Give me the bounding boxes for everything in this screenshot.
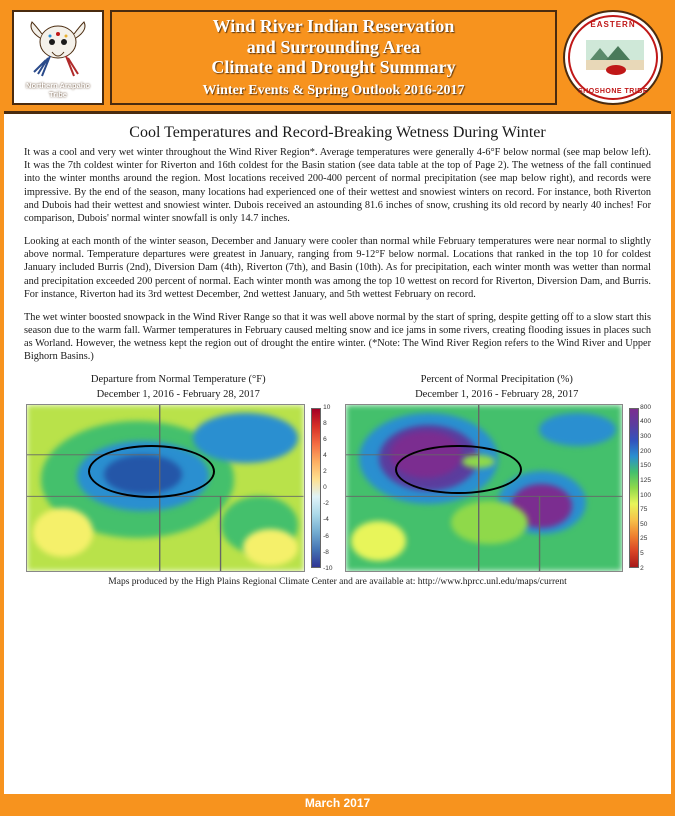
right-logo-bottom: SHOSHONE TRIBE (565, 88, 661, 95)
subtitle-line: Winter Events & Spring Outlook 2016-2017 (202, 83, 464, 99)
temp-map-area: 1086420-2-4-6-8-10 (26, 404, 331, 572)
paragraph-2: Looking at each month of the winter seas… (24, 235, 651, 301)
precip-map-title-2: December 1, 2016 - February 28, 2017 (345, 389, 650, 401)
precip-legend: 80040030020015012510075502552 (627, 404, 649, 572)
paragraph-3: The wet winter boosted snowpack in the W… (24, 311, 651, 364)
precip-legend-labels: 80040030020015012510075502552 (640, 404, 651, 572)
header-title-block: Wind River Indian Reservation and Surrou… (110, 10, 557, 105)
right-logo-box: EASTERN SHOSHONE TRIBE (563, 10, 663, 105)
title-line-3: Climate and Drought Summary (211, 57, 455, 78)
buffalo-skull-icon (22, 16, 94, 80)
content-area: Cool Temperatures and Record-Breaking We… (4, 114, 671, 793)
right-logo-top: EASTERN (565, 20, 661, 29)
left-logo-box: Northern Arapaho Tribe (12, 10, 104, 105)
maps-row: Departure from Normal Temperature (°F) D… (24, 374, 651, 572)
footer-date-bar: March 2017 (4, 793, 671, 812)
temp-legend: 1086420-2-4-6-8-10 (309, 404, 331, 572)
header-bar: Northern Arapaho Tribe Wind River Indian… (4, 4, 671, 114)
title-line-2: and Surrounding Area (247, 37, 420, 58)
section-title: Cool Temperatures and Record-Breaking We… (24, 124, 651, 142)
temp-map-title-2: December 1, 2016 - February 28, 2017 (26, 389, 331, 401)
maps-source-caption: Maps produced by the High Plains Regiona… (24, 577, 651, 587)
precip-map-title-1: Percent of Normal Precipitation (%) (345, 374, 650, 386)
temp-map-column: Departure from Normal Temperature (°F) D… (26, 374, 331, 572)
left-logo-caption: Northern Arapaho Tribe (26, 82, 90, 99)
temp-map-title-1: Departure from Normal Temperature (°F) (26, 374, 331, 386)
title-line-1: Wind River Indian Reservation (213, 16, 455, 37)
precip-map-canvas (345, 404, 624, 572)
temp-legend-labels: 1086420-2-4-6-8-10 (323, 404, 332, 572)
precip-map-area: 80040030020015012510075502552 (345, 404, 650, 572)
page: Northern Arapaho Tribe Wind River Indian… (0, 0, 675, 816)
precip-map-column: Percent of Normal Precipitation (%) Dece… (345, 374, 650, 572)
temp-map-canvas (26, 404, 305, 572)
paragraph-1: It was a cool and very wet winter throug… (24, 146, 651, 225)
shoshone-scene-icon (586, 40, 644, 80)
